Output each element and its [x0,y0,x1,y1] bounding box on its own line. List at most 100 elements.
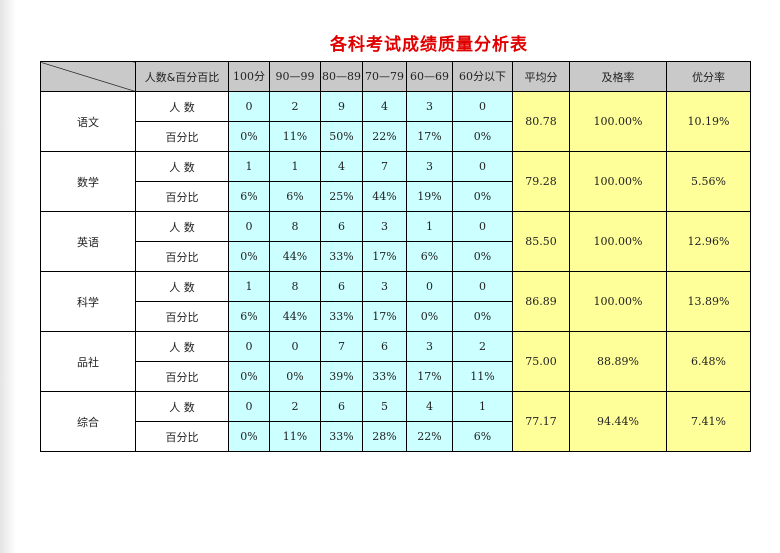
count-cell: 1 [228,151,270,182]
subject-name: 综合 [40,391,136,452]
percent-cell: 33% [320,301,363,332]
subject-count-row: 数学人 数 1 1 4 7 3 0 79.28 100.00% 5.56% [40,151,751,212]
sheet-title: 各科考试成绩质量分析表 [330,35,528,55]
average-cell: 75.00 [512,331,570,392]
count-cell: 8 [269,211,321,242]
percent-cell: 0% [452,241,513,272]
percent-cell: 44% [362,181,407,212]
percent-cell: 0% [452,121,513,152]
dist-header-cell: 60—69 [406,61,453,92]
left-edge-shadow [0,0,16,553]
row-label-header: 人数&百分百比 [135,61,229,92]
percent-row-label: 百分比 [135,121,229,152]
excellent-rate-cell: 6.48% [666,331,751,392]
subject-percent-row: 百分比 0% 0% 39% 33% 17% 11% [41,361,751,392]
count-cell: 1 [406,211,453,242]
subject-name: 品社 [40,331,136,392]
score-analysis-table: 人数&百分百比 100分 90—99 80—89 70—79 60—69 60分… [40,61,751,452]
average-header: 平均分 [512,61,570,92]
count-cell: 0 [452,211,513,242]
count-cell: 3 [362,211,407,242]
subject-name: 科学 [40,271,136,332]
percent-cell: 11% [269,421,321,452]
subject-percent-row: 百分比 0% 44% 33% 17% 6% 0% [41,241,751,272]
count-cell: 6 [320,271,363,302]
pass-rate-cell: 100.00% [569,91,667,152]
percent-cell: 44% [269,301,321,332]
percent-cell: 22% [406,421,453,452]
count-cell: 0 [452,91,513,122]
percent-cell: 0% [452,181,513,212]
header-row: 人数&百分百比 100分 90—99 80—89 70—79 60—69 60分… [40,61,751,92]
excellent-rate-cell: 7.41% [666,391,751,452]
count-cell: 8 [269,271,321,302]
average-cell: 86.89 [512,271,570,332]
pass-rate-cell: 100.00% [569,271,667,332]
percent-cell: 6% [228,181,270,212]
percent-row-label: 百分比 [135,301,229,332]
dist-header-cell: 70—79 [362,61,407,92]
subject-name: 英语 [40,211,136,272]
count-row-label: 人 数 [135,331,229,362]
subject-name: 语文 [40,91,136,152]
count-cell: 9 [320,91,363,122]
count-cell: 0 [228,391,270,422]
count-cell: 3 [406,91,453,122]
percent-cell: 6% [452,421,513,452]
percent-row-label: 百分比 [135,421,229,452]
percent-cell: 6% [406,241,453,272]
percent-cell: 17% [362,241,407,272]
count-cell: 6 [362,331,407,362]
dist-header-cell: 100分 [228,61,270,92]
subject-count-row: 综合人 数 0 2 6 5 4 1 77.17 94.44% 7.41% [40,391,751,452]
average-cell: 77.17 [512,391,570,452]
percent-cell: 50% [320,121,363,152]
dist-header-cell: 90—99 [269,61,321,92]
percent-cell: 44% [269,241,321,272]
subject-count-row: 科学人 数 1 8 6 3 0 0 86.89 100.00% 13.89% [40,271,751,332]
count-cell: 1 [452,391,513,422]
count-cell: 2 [269,91,321,122]
percent-cell: 0% [228,121,270,152]
count-cell: 0 [406,271,453,302]
percent-row-label: 百分比 [135,241,229,272]
count-row-label: 人 数 [135,271,229,302]
count-cell: 6 [320,391,363,422]
subject-percent-row: 百分比 0% 11% 33% 28% 22% 6% [41,421,751,452]
count-cell: 0 [452,271,513,302]
average-cell: 79.28 [512,151,570,212]
count-cell: 7 [362,151,407,182]
percent-cell: 6% [228,301,270,332]
percent-cell: 39% [320,361,363,392]
subject-percent-row: 百分比 0% 11% 50% 22% 17% 0% [41,121,751,152]
count-cell: 0 [269,331,321,362]
count-cell: 2 [269,391,321,422]
excellent-rate-cell: 13.89% [666,271,751,332]
count-cell: 0 [228,331,270,362]
count-cell: 7 [320,331,363,362]
excellent-rate-cell: 5.56% [666,151,751,212]
count-cell: 0 [452,151,513,182]
percent-row-label: 百分比 [135,181,229,212]
percent-cell: 22% [362,121,407,152]
percent-cell: 0% [228,241,270,272]
count-cell: 4 [320,151,363,182]
percent-row-label: 百分比 [135,361,229,392]
count-cell: 1 [269,151,321,182]
percent-cell: 0% [452,301,513,332]
excellent-rate-cell: 12.96% [666,211,751,272]
percent-cell: 0% [269,361,321,392]
pass-rate-cell: 100.00% [569,211,667,272]
count-row-label: 人 数 [135,211,229,242]
percent-cell: 17% [406,361,453,392]
percent-cell: 28% [362,421,407,452]
count-cell: 3 [362,271,407,302]
count-cell: 0 [228,91,270,122]
subject-count-row: 品社人 数 0 0 7 6 3 2 75.00 88.89% 6.48% [40,331,751,392]
percent-cell: 0% [406,301,453,332]
corner-diagonal-cell [40,61,136,92]
subject-count-row: 语文人 数 0 2 9 4 3 0 80.78 100.00% 10.19% [40,91,751,152]
dist-header-cell: 60分以下 [452,61,513,92]
count-cell: 5 [362,391,407,422]
pass-rate-cell: 94.44% [569,391,667,452]
